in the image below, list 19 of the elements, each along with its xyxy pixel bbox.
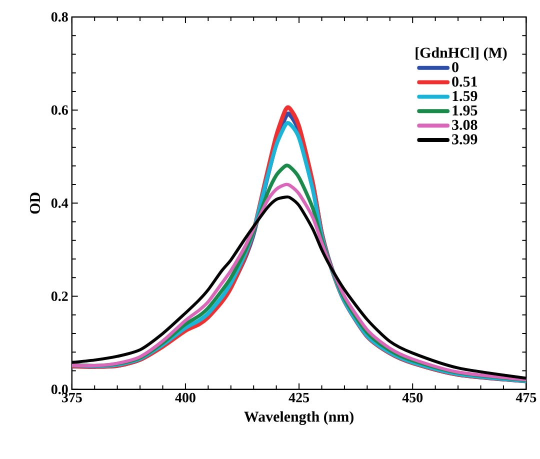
- x-axis-title: Wavelength (nm): [244, 411, 354, 425]
- legend-label: 0: [452, 62, 458, 72]
- y-axis-title: OD: [30, 192, 40, 214]
- x-tick-label: 375: [62, 392, 82, 402]
- legend-label: 1.95: [452, 105, 478, 116]
- x-tick-label: 400: [175, 392, 196, 402]
- legend-title: [GdnHCl] (M): [416, 47, 507, 61]
- y-tick-label: 0.2: [51, 291, 68, 301]
- legend-label: 0.51: [452, 76, 477, 87]
- legend-label: 3.08: [452, 120, 478, 130]
- x-tick-label: 475: [516, 392, 536, 402]
- y-tick-label: 0.6: [51, 105, 68, 115]
- y-tick-label: 0.8: [51, 12, 68, 22]
- x-tick-label: 450: [402, 392, 423, 402]
- legend-label: 3.99: [452, 134, 478, 144]
- x-tick-label: 425: [288, 392, 310, 402]
- legend-label: 1.59: [452, 90, 478, 102]
- y-tick-label: 0.4: [51, 198, 68, 208]
- y-tick-label: 0.0: [51, 384, 68, 394]
